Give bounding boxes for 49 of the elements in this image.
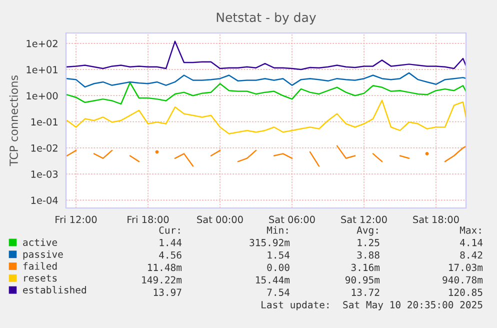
text: 149.22m [142, 276, 182, 284]
text: 3.16m [351, 264, 380, 272]
y-tick-label: 1e+01 [26, 66, 58, 74]
x-tick-label: Sat 18:00 [413, 216, 459, 224]
text: 1.54 [268, 251, 290, 259]
text: 13.97 [154, 288, 182, 296]
line-series [66, 72, 466, 88]
text: 90.95m [345, 276, 380, 284]
text: 8.42 [460, 251, 482, 259]
x-tick-label: Sat 06:00 [269, 216, 315, 224]
legend-label: failed [23, 262, 57, 270]
text: 7.54 [267, 288, 290, 296]
text: 11.48m [148, 264, 182, 272]
line-series [66, 82, 466, 105]
text: 315.92m [250, 238, 290, 246]
y-tick-label: 1e-04 [31, 196, 58, 204]
text: 15.44m [256, 276, 290, 284]
y-tick-label: 1e-02 [31, 144, 58, 152]
legend-label: active [23, 238, 58, 246]
text: Avg: [356, 226, 378, 236]
text: 4.14 [460, 239, 483, 246]
y-tick-label: 1e-01 [31, 118, 58, 126]
text: Max: [460, 226, 481, 234]
line-series [66, 40, 466, 70]
text: 0.00 [267, 264, 290, 272]
y-tick-label: 1e-03 [31, 170, 58, 178]
text: Min: [266, 226, 288, 234]
legend-label: passive [23, 250, 63, 260]
text: 1.25 [358, 238, 380, 246]
x-tick-label: Fri 18:00 [128, 216, 169, 224]
legend-label: resets [24, 274, 57, 282]
text: 13.72 [352, 288, 380, 296]
legend-label: established [23, 286, 86, 294]
x-tick-label: Fri 12:00 [56, 216, 97, 224]
y-tick-label: 1e+02 [26, 40, 58, 48]
y-tick-label: 1e+00 [26, 92, 58, 100]
text: 4.56 [159, 251, 182, 259]
text: 17.03m [449, 264, 483, 272]
text: Cur: [159, 226, 180, 234]
text: Last update: Sat May 10 20:35:00 2025 [262, 300, 482, 310]
x-tick-label: Sat 12:00 [341, 216, 387, 224]
x-tick-label: Sat 00:00 [197, 216, 243, 224]
text: 1.44 [160, 239, 182, 246]
chart-title: Netstat - by day [216, 12, 316, 24]
text: 3.88 [357, 251, 380, 259]
line-series [66, 100, 466, 134]
y-axis-title: TCP connections [9, 75, 18, 166]
text: 940.78m [442, 276, 483, 284]
text: 120.85 [449, 288, 482, 296]
